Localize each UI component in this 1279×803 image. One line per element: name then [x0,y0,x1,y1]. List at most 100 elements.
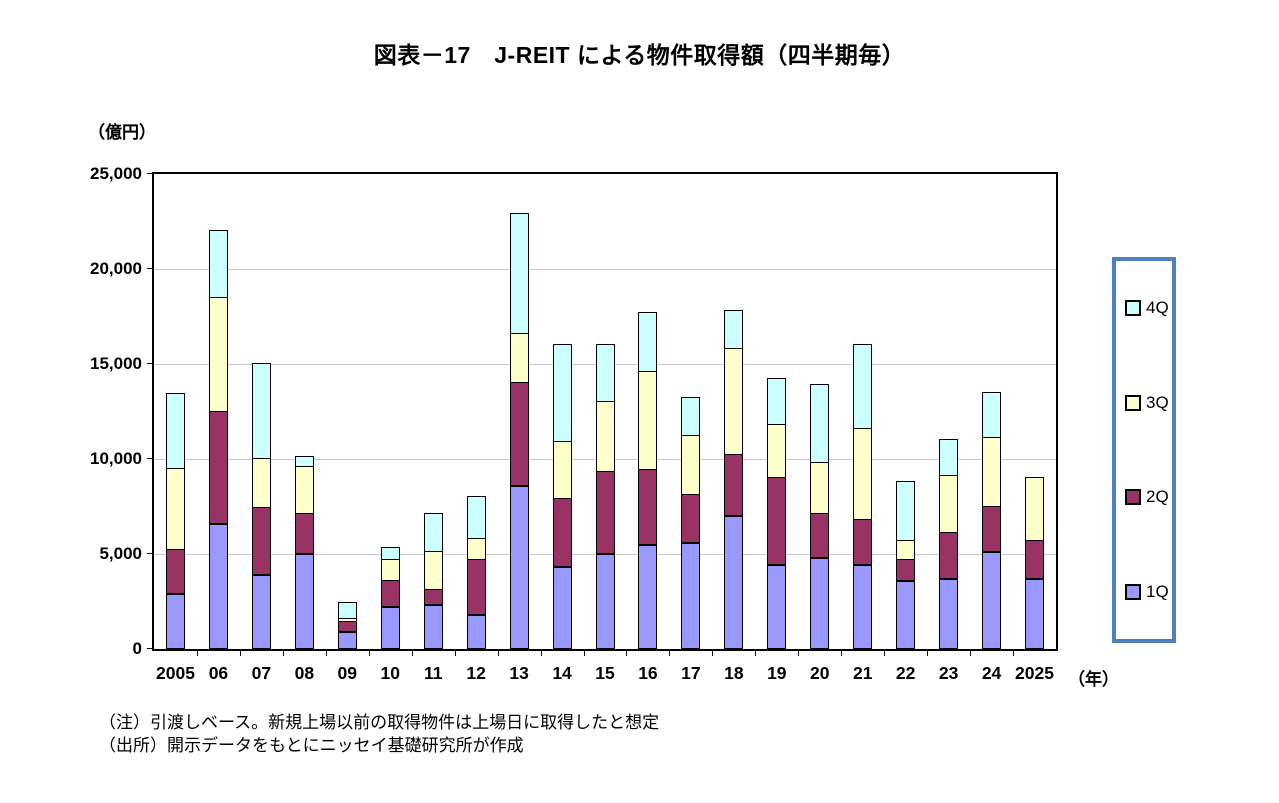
bar-segment-3q [294,465,314,515]
x-axis-tick [626,651,628,656]
legend-label-3q: 3Q [1146,392,1169,412]
bar-segment-2q [724,454,744,516]
bar-segment-3q [638,370,658,471]
bar-segment-1q [1025,578,1045,649]
bar-segment-3q [853,427,873,520]
bar-segment-3q [208,296,228,412]
x-axis-tick [970,651,972,656]
bar-segment-1q [509,485,529,649]
bar-segment-3q [939,475,959,534]
bar-segment-3q [982,437,1002,507]
bar-segment-2q [1025,539,1045,579]
bar-segment-1q [423,605,443,649]
bar-segment-4q [509,212,529,334]
bar-segment-4q [380,547,400,560]
x-axis-label: 18 [724,663,744,683]
bar-segment-1q [724,516,744,649]
bar-segment-3q [595,401,615,473]
legend-entry-4q: 4Q [1125,298,1169,318]
x-axis-label: 09 [337,663,358,683]
bar-segment-4q [853,344,873,429]
bar-segment-1q [380,607,400,649]
x-axis-tick [1013,651,1015,656]
x-axis-label: 08 [294,663,315,683]
bar-segment-1q [208,523,228,649]
x-axis-tick [282,651,284,656]
bar-segment-4q [251,363,271,459]
bar-segment-3q [552,440,572,499]
bar-segment-4q [810,383,830,463]
x-axis-label: 20 [810,663,830,683]
bar-segment-2q [896,558,916,581]
bar-segment-2q [466,558,486,615]
chart-title: 図表－17 J-REIT による物件取得額（四半期毎） [373,42,906,68]
bar-segment-4q [896,480,916,541]
legend-entry-2q: 2Q [1125,487,1169,507]
x-axis-tick [669,651,671,656]
x-axis-label: 2005 [156,663,195,683]
bar-segment-2q [767,477,787,566]
y-axis-tick [147,553,152,554]
y-axis-unit-label: （億円） [88,123,156,142]
bar-segment-2q [337,621,357,632]
legend-label-2q: 2Q [1146,487,1169,507]
legend-box: 4Q 3Q 2Q 1Q [1112,257,1176,643]
bar-segment-3q [810,461,830,515]
bar-segment-2q [939,532,959,579]
x-axis-label: 06 [208,663,229,683]
y-axis-tick-label: 25,000 [90,164,142,183]
footnotes: （注）引渡しベース。新規上場以前の取得物件は上場日に取得したと想定 （出所）開示… [99,711,659,757]
bar-segment-3q [896,539,916,560]
bar-segment-2q [509,382,529,486]
bar-segment-2q [982,505,1002,553]
x-axis-label: 11 [423,663,443,683]
bar-segment-2q [853,518,873,566]
bar-segment-2q [165,549,185,594]
bar-segment-3q [767,423,787,478]
bar-segment-4q [552,344,572,442]
bar-segment-3q [251,458,271,509]
x-axis-label: 14 [552,663,572,683]
legend-label-1q: 1Q [1146,581,1169,601]
bar-segment-1q [853,565,873,649]
bar-segment-4q [767,378,787,425]
x-axis-tick [755,651,757,656]
bar-segment-1q [337,631,357,649]
bar-segment-2q [681,494,701,543]
y-axis-tick-label: 0 [132,639,142,658]
x-axis-label: 15 [595,663,615,683]
bar-segment-1q [939,578,959,649]
bar-segment-2q [208,410,228,524]
legend-entry-1q: 1Q [1125,582,1169,602]
bar-segment-2q [380,579,400,608]
x-axis-label: 10 [380,663,400,683]
x-axis-tick [239,651,241,656]
bar-segment-2q [595,471,615,554]
bar-segment-3q [681,435,701,496]
legend-swatch-4q [1125,300,1141,317]
x-axis-unit-label: （年） [1068,670,1119,689]
bar-segment-4q [595,344,615,402]
bar-segment-4q [939,439,959,477]
bar-segment-4q [982,391,1002,439]
x-axis-label: 2025 [1015,663,1054,683]
bar-segment-1q [982,552,1002,649]
x-axis-label: 07 [251,663,272,683]
bar-segment-1q [810,557,830,649]
legend-swatch-1q [1125,583,1141,600]
bar-segment-3q [466,537,486,560]
legend-label-4q: 4Q [1146,298,1169,318]
bar-segment-2q [638,469,658,545]
x-axis-label: 21 [852,663,873,683]
x-axis-tick [798,651,800,656]
x-axis-tick [411,651,413,656]
legend-entry-3q: 3Q [1125,393,1169,413]
legend-swatch-2q [1125,489,1141,506]
bar-segment-2q [552,497,572,568]
y-axis-tick [147,363,152,364]
bar-segment-4q [724,309,744,349]
y-axis-tick [147,268,152,269]
bar-segment-4q [165,393,185,469]
bar-segment-3q [165,467,185,551]
